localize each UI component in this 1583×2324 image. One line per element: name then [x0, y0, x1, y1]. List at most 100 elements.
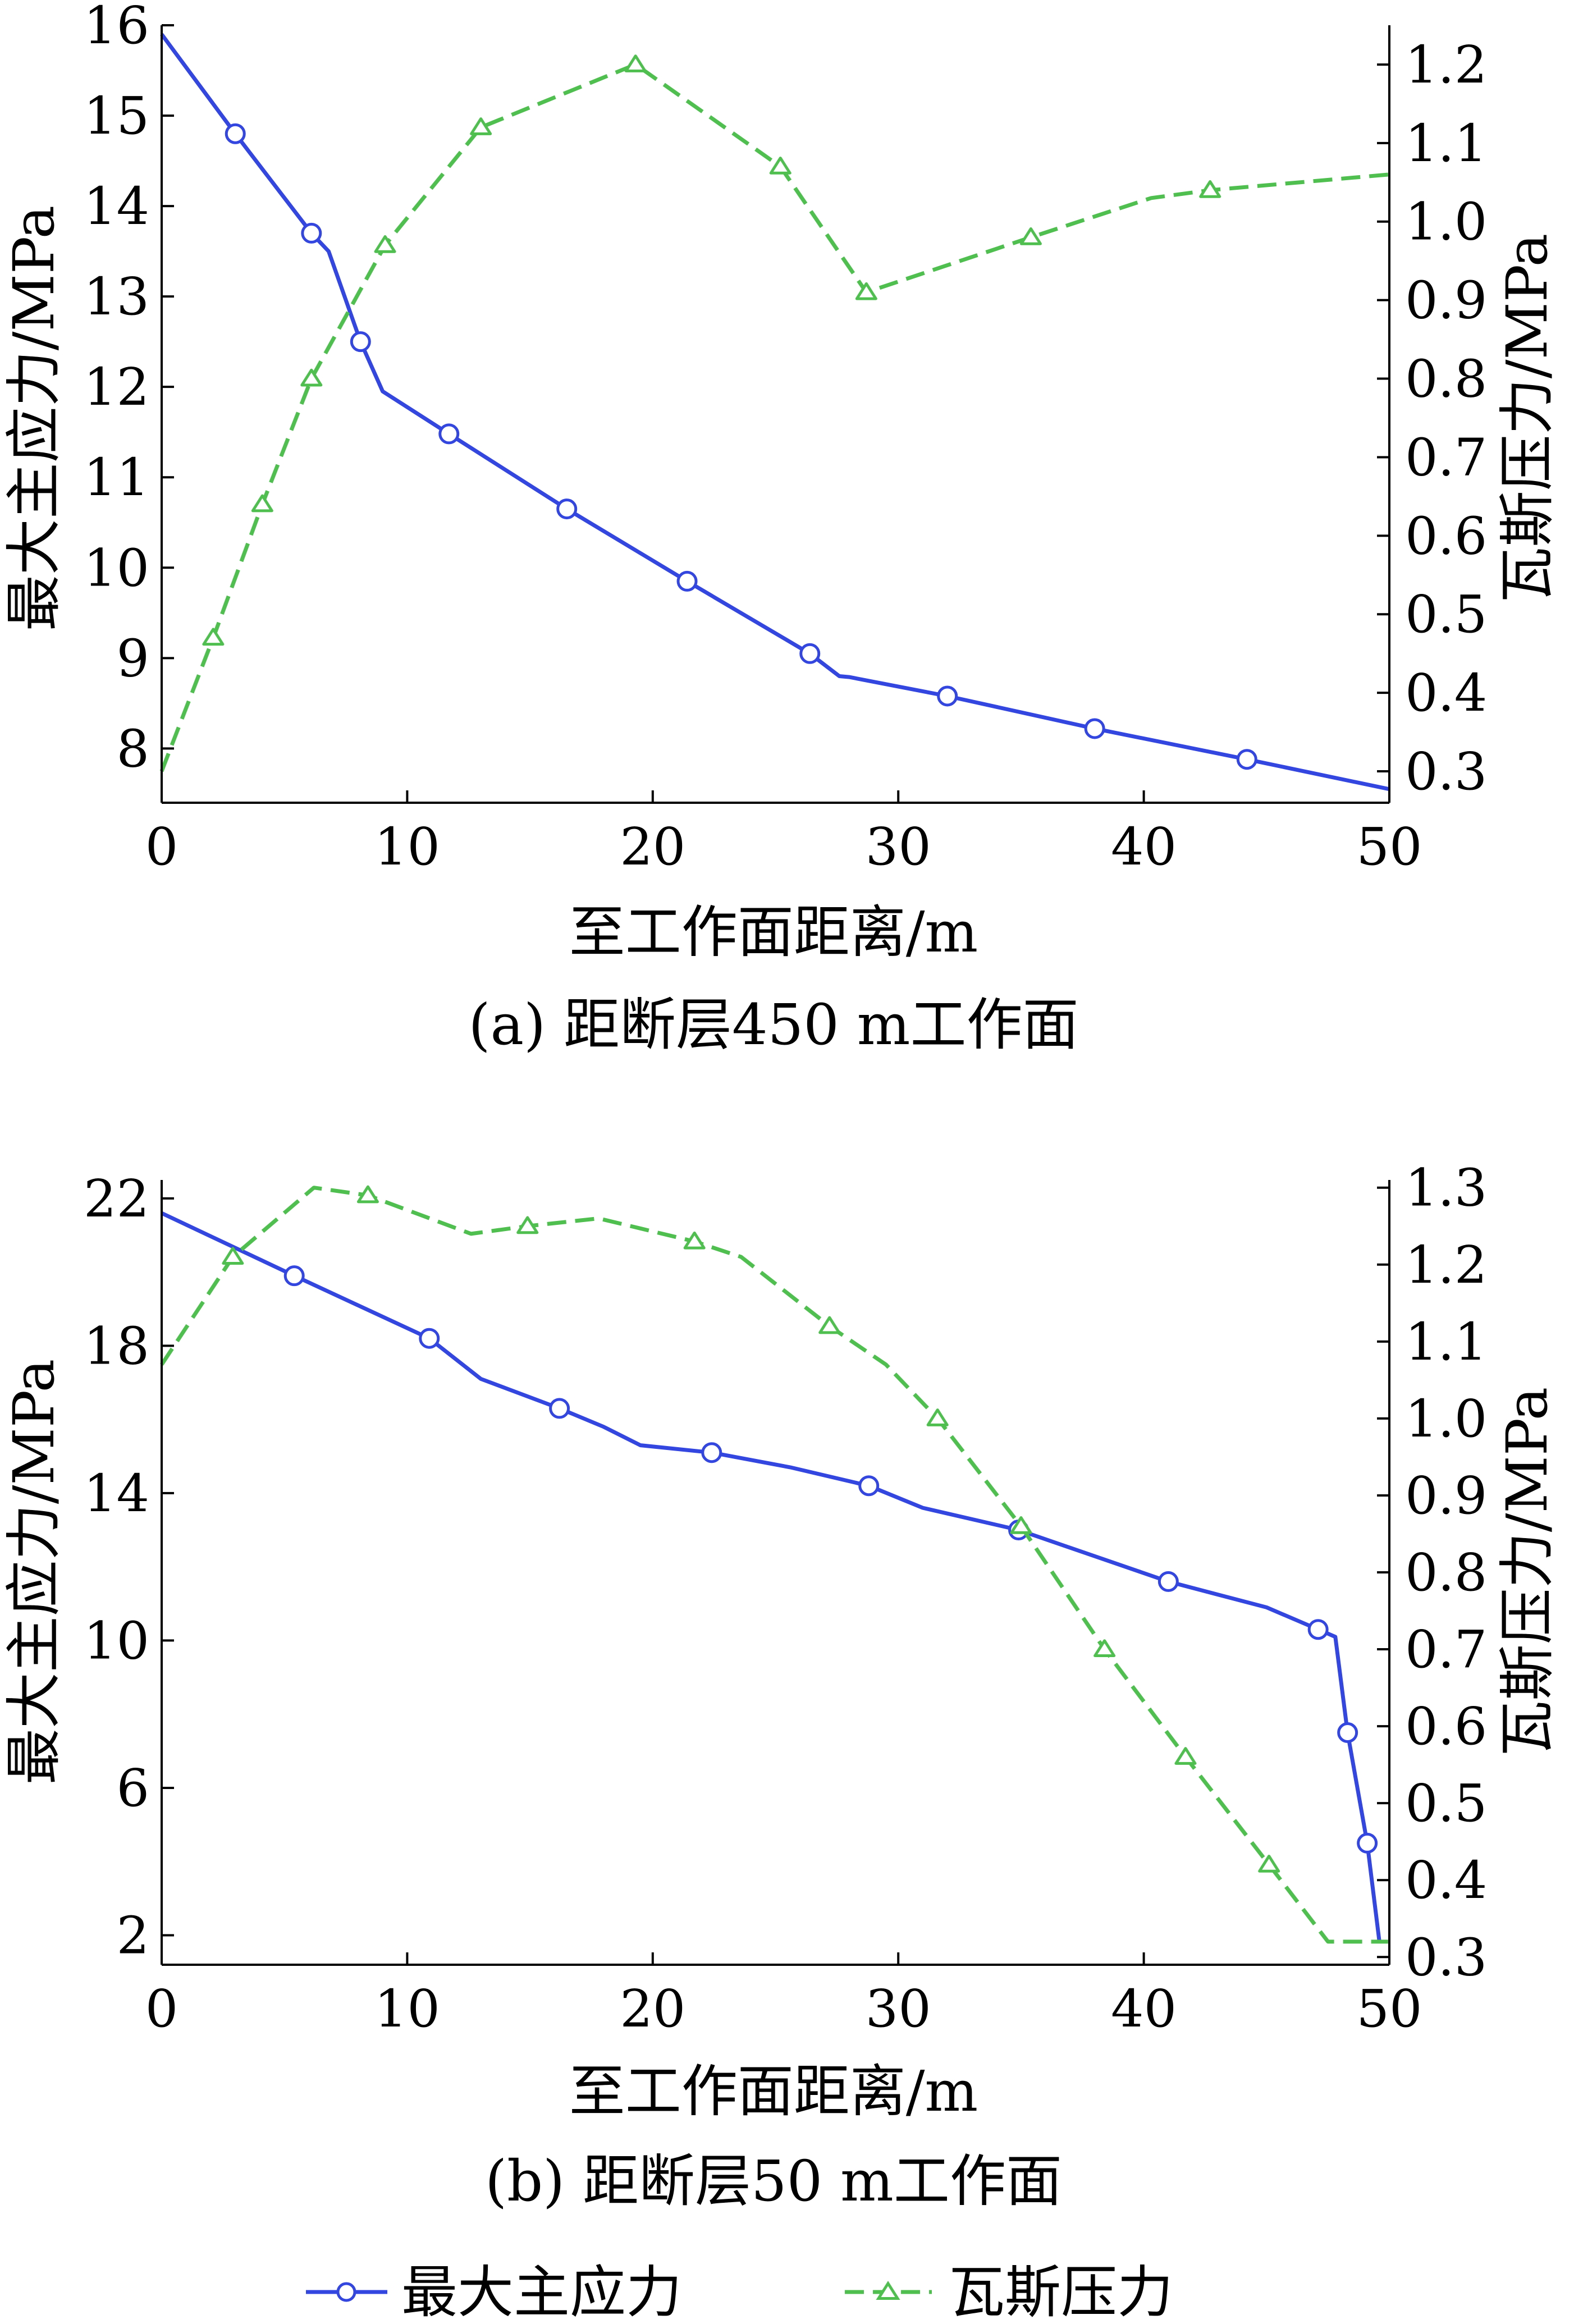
x-tick-label: 50 [1356, 1979, 1422, 2039]
y-tick-label-left: 12 [84, 357, 149, 417]
series-layer [159, 33, 1390, 792]
axes-layer: 0 10 20 30 40 50 8 9 10 11 12 13 14 15 16 0.3 0.4 0.5 0.6 0… [84, 0, 1487, 877]
y-tick-label-right: 0.9 [1405, 1466, 1487, 1526]
y-axis-label-left: 最大主应力/MPa [1, 205, 67, 632]
gas-data-point [251, 494, 273, 513]
gas-data-point [356, 1185, 379, 1204]
y-tick-label-right: 0.8 [1405, 349, 1487, 409]
x-tick-label: 10 [374, 817, 440, 877]
gas-data-point [202, 628, 225, 646]
legend-gas-marker [876, 2281, 900, 2300]
stress-data-point [676, 570, 698, 592]
gas-data-point [1258, 1855, 1280, 1873]
y-tick-label-right: 0.3 [1405, 742, 1487, 802]
gas-data-point [516, 1216, 539, 1234]
y-tick-label-right: 0.6 [1405, 506, 1487, 566]
y-tick-label-left: 8 [116, 719, 149, 779]
x-axis-label: 至工作面距离/m [569, 899, 978, 965]
stress-data-point [1337, 1722, 1358, 1744]
y-tick-label-right: 1.2 [1405, 35, 1487, 95]
chart-panel-b: 0 10 20 30 40 50 2 6 10 14 18 22 0.3 0.4 0.5 0.6 0.7 0.8 0… [1, 1158, 1560, 2214]
stress-data-point [1157, 1571, 1179, 1592]
y-tick-label-left: 9 [116, 628, 149, 688]
x-tick-label: 50 [1356, 817, 1422, 877]
gas-data-point [374, 235, 396, 253]
x-tick-label: 40 [1111, 817, 1177, 877]
series-layer [160, 1185, 1389, 1944]
y-tick-label-right: 1.2 [1405, 1235, 1487, 1295]
x-axis-label: 至工作面距离/m [569, 2058, 978, 2124]
gas-data-point [1019, 227, 1042, 245]
y-tick-label-left: 22 [84, 1169, 149, 1229]
y-tick-label-right: 0.7 [1405, 1620, 1487, 1680]
gas-data-point [222, 1247, 244, 1265]
y-tick-label-left: 14 [84, 176, 149, 236]
legend-gas-label: 瓦斯压力 [949, 2259, 1173, 2324]
x-tick-label: 20 [620, 1979, 685, 2039]
y-tick-label-left: 6 [116, 1758, 149, 1818]
chart-panel-a: 0 10 20 30 40 50 8 9 10 11 12 13 14 15 16 0.3 0.4 0.5 0.6 0… [1, 0, 1560, 1058]
stress-data-point [701, 1442, 722, 1463]
legend: 最大主应力 瓦斯压力 [306, 2259, 1173, 2324]
gas-data-point [1174, 1747, 1197, 1765]
gas-series-line [160, 1186, 1389, 1944]
stress-data-point [1236, 749, 1257, 770]
y-axis-label-left: 最大主应力/MPa [1, 1359, 67, 1785]
y-tick-label-left: 10 [84, 1611, 149, 1671]
stress-data-point [438, 423, 460, 445]
x-tick-label: 30 [866, 1979, 931, 2039]
y-tick-label-right: 1.3 [1405, 1158, 1487, 1218]
gas-data-point [470, 117, 492, 135]
y-tick-label-right: 0.9 [1405, 271, 1487, 331]
stress-data-point [1307, 1619, 1329, 1640]
y-tick-label-left: 13 [84, 267, 149, 327]
gas-data-point [818, 1316, 841, 1334]
y-tick-label-right: 0.3 [1405, 1927, 1487, 1987]
y-axis-label-right: 瓦斯压力/MPa [1494, 234, 1560, 603]
y-tick-label-right: 1.1 [1405, 1312, 1487, 1372]
gas-data-point [683, 1231, 706, 1250]
stress-data-point [301, 222, 322, 244]
stress-data-point [225, 123, 246, 144]
stress-data-point [1084, 718, 1105, 739]
legend-stress-marker [336, 2282, 356, 2302]
y-tick-label-left: 15 [84, 86, 149, 146]
y-tick-label-right: 0.5 [1405, 1773, 1487, 1833]
stress-data-point [858, 1475, 880, 1497]
x-tick-label: 0 [145, 1979, 179, 2039]
stress-series-line [160, 33, 1390, 792]
y-tick-label-right: 0.7 [1405, 427, 1487, 487]
y-tick-label-left: 18 [84, 1316, 149, 1376]
chart-caption: (a) 距断层450 m工作面 [469, 992, 1079, 1058]
x-tick-label: 0 [145, 817, 179, 877]
stress-data-point [1357, 1832, 1378, 1854]
stress-data-point [556, 498, 578, 520]
x-tick-label: 20 [620, 817, 685, 877]
stress-data-point [350, 331, 371, 353]
gas-data-point [855, 282, 877, 300]
y-tick-label-left: 14 [84, 1463, 149, 1524]
y-tick-label-left: 16 [84, 0, 149, 56]
x-tick-label: 10 [374, 1979, 440, 2039]
gas-data-point [769, 157, 791, 175]
y-tick-label-right: 1.0 [1405, 1389, 1487, 1449]
y-tick-label-left: 11 [84, 447, 149, 507]
stress-data-point [419, 1328, 440, 1349]
legend-stress-label: 最大主应力 [401, 2259, 682, 2324]
y-tick-label-right: 0.5 [1405, 584, 1487, 644]
gas-data-point [624, 54, 647, 72]
y-tick-label-right: 1.0 [1405, 192, 1487, 252]
gas-data-point [1094, 1639, 1116, 1658]
y-tick-label-left: 2 [116, 1905, 149, 1965]
y-tick-label-right: 0.4 [1405, 1850, 1487, 1910]
y-tick-label-right: 0.6 [1405, 1696, 1487, 1756]
gas-data-point [1199, 180, 1221, 198]
x-tick-label: 40 [1111, 1979, 1177, 2039]
stress-series-line [161, 1211, 1381, 1943]
gas-data-point [1010, 1516, 1032, 1534]
stress-data-point [283, 1265, 305, 1287]
x-tick-label: 30 [866, 817, 931, 877]
y-tick-label-left: 10 [84, 538, 149, 598]
stress-data-point [799, 643, 821, 664]
